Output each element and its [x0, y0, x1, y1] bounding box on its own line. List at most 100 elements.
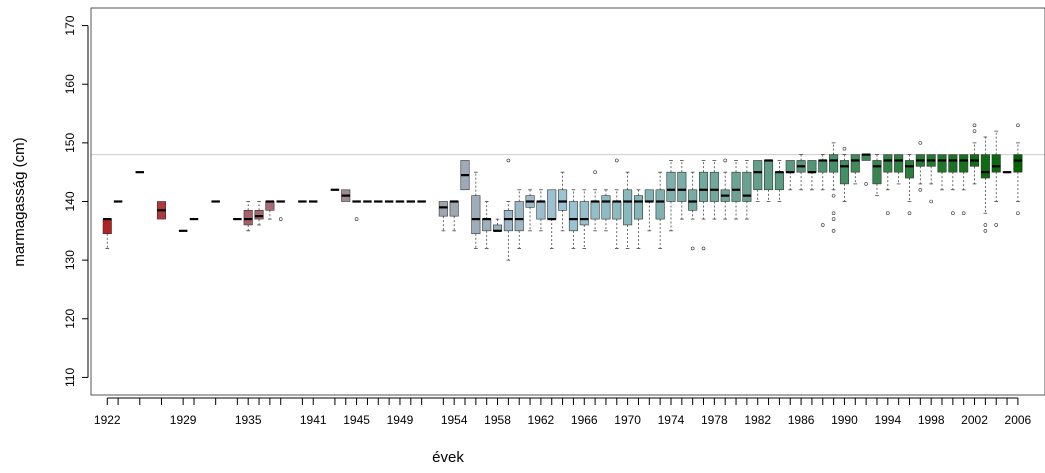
- box-body: [948, 154, 958, 173]
- box-body: [612, 201, 622, 220]
- box-1945: [352, 200, 361, 221]
- box-1999: [937, 154, 947, 191]
- box-1977: [698, 160, 709, 251]
- outlier-point: [972, 129, 977, 133]
- box-body: [698, 171, 709, 202]
- box-body: [601, 195, 611, 220]
- outlier-point: [690, 246, 695, 251]
- box-body: [894, 154, 904, 173]
- box-1976: [688, 171, 698, 251]
- box-body: [785, 160, 795, 173]
- box-1971: [633, 189, 643, 249]
- outlier-point: [701, 246, 706, 251]
- x-tick-label: 1966: [571, 413, 598, 427]
- box-2004: [991, 130, 1001, 227]
- y-tick-label: 160: [63, 74, 77, 94]
- box-1997: [915, 141, 925, 192]
- x-tick-label: 1990: [831, 413, 858, 427]
- box-1962: [536, 189, 546, 232]
- box-1927: [156, 201, 166, 220]
- x-tick-label: 2006: [1005, 413, 1032, 427]
- outlier-point: [723, 158, 727, 163]
- box-body: [254, 209, 264, 220]
- y-tick-label: 150: [63, 133, 77, 153]
- outlier-point: [864, 182, 868, 186]
- x-tick-label: 1935: [235, 413, 262, 427]
- box-body: [102, 218, 112, 235]
- outlier-point: [1016, 123, 1020, 128]
- box-1936: [254, 201, 264, 226]
- box-1944: [341, 189, 351, 202]
- box-body: [1013, 154, 1023, 173]
- box-1959: [503, 158, 513, 261]
- box-1955: [460, 160, 470, 191]
- box-1935: [243, 201, 253, 232]
- box-body: [731, 171, 741, 202]
- box-1990: [839, 146, 849, 202]
- y-tick-label: 140: [63, 191, 77, 211]
- box-1987: [807, 160, 817, 191]
- y-tick-label: 130: [63, 250, 77, 270]
- box-body: [568, 201, 578, 232]
- box-body: [265, 201, 275, 211]
- x-tick-label: 1941: [300, 413, 327, 427]
- box-1991: [850, 154, 860, 185]
- box-1968: [601, 189, 611, 232]
- box-2006: [1013, 123, 1023, 216]
- x-tick-label: 1922: [94, 413, 121, 427]
- x-tick-label: 1994: [874, 413, 901, 427]
- outlier-point: [831, 229, 836, 233]
- box-1957: [482, 201, 492, 249]
- outlier-point: [983, 229, 988, 233]
- x-axis-title: évek: [432, 449, 464, 466]
- box-body: [590, 201, 600, 220]
- box-body: [937, 154, 947, 173]
- box-1988: [818, 154, 828, 227]
- y-tick-label: 170: [63, 15, 77, 35]
- box-body: [482, 218, 492, 232]
- box-body: [536, 201, 546, 220]
- box-1978: [709, 160, 719, 220]
- box-1980: [731, 160, 741, 220]
- y-tick-label: 120: [63, 308, 77, 328]
- outlier-point: [918, 141, 923, 145]
- box-1937: [265, 200, 275, 220]
- outlier-point: [820, 223, 825, 227]
- box-1974: [666, 160, 676, 232]
- box-body: [904, 160, 915, 179]
- box-body: [449, 201, 459, 217]
- box-body: [980, 154, 990, 179]
- box-body: [959, 154, 969, 173]
- outlier-point: [831, 217, 836, 221]
- box-body: [644, 189, 654, 202]
- box-1954: [449, 200, 459, 232]
- box-body: [655, 189, 665, 220]
- outlier-point: [918, 187, 923, 192]
- box-body: [883, 154, 893, 173]
- box-1981: [742, 160, 752, 220]
- box-body: [514, 201, 524, 232]
- outlier-point: [506, 158, 511, 163]
- outlier-point: [354, 217, 359, 221]
- box-body: [688, 189, 698, 211]
- x-tick-label: 1974: [658, 413, 685, 427]
- box-body: [818, 160, 828, 173]
- box-2001: [959, 154, 969, 216]
- outlier-point: [886, 211, 890, 216]
- x-tick-label: 1978: [701, 413, 728, 427]
- box-1984: [774, 160, 784, 202]
- box-1995: [894, 154, 904, 185]
- box-1979: [720, 158, 730, 220]
- box-1969: [612, 158, 622, 249]
- x-tick-label: 1970: [614, 413, 641, 427]
- box-body: [633, 195, 643, 220]
- box-1922: [102, 217, 112, 249]
- box-1973: [655, 171, 665, 249]
- box-1975: [677, 160, 687, 220]
- box-1972: [644, 189, 654, 232]
- box-1985: [785, 160, 795, 191]
- box-body: [623, 189, 633, 226]
- x-tick-label: 1962: [528, 413, 555, 427]
